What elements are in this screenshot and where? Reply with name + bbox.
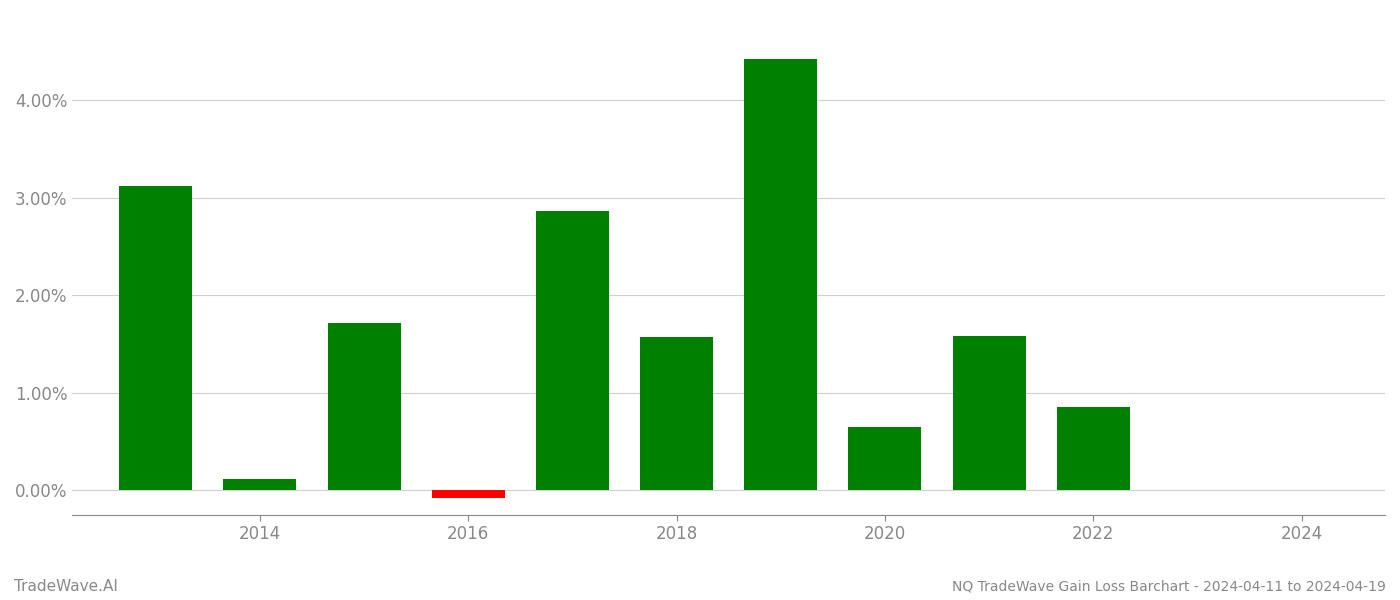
Bar bbox=[328, 323, 400, 490]
Text: NQ TradeWave Gain Loss Barchart - 2024-04-11 to 2024-04-19: NQ TradeWave Gain Loss Barchart - 2024-0… bbox=[952, 580, 1386, 594]
Bar bbox=[431, 490, 504, 498]
Bar bbox=[119, 186, 192, 490]
Bar bbox=[1057, 407, 1130, 490]
Bar bbox=[224, 479, 297, 490]
Bar bbox=[745, 59, 818, 490]
Bar bbox=[952, 336, 1026, 490]
Bar bbox=[640, 337, 713, 490]
Text: TradeWave.AI: TradeWave.AI bbox=[14, 579, 118, 594]
Bar bbox=[536, 211, 609, 490]
Bar bbox=[848, 427, 921, 490]
